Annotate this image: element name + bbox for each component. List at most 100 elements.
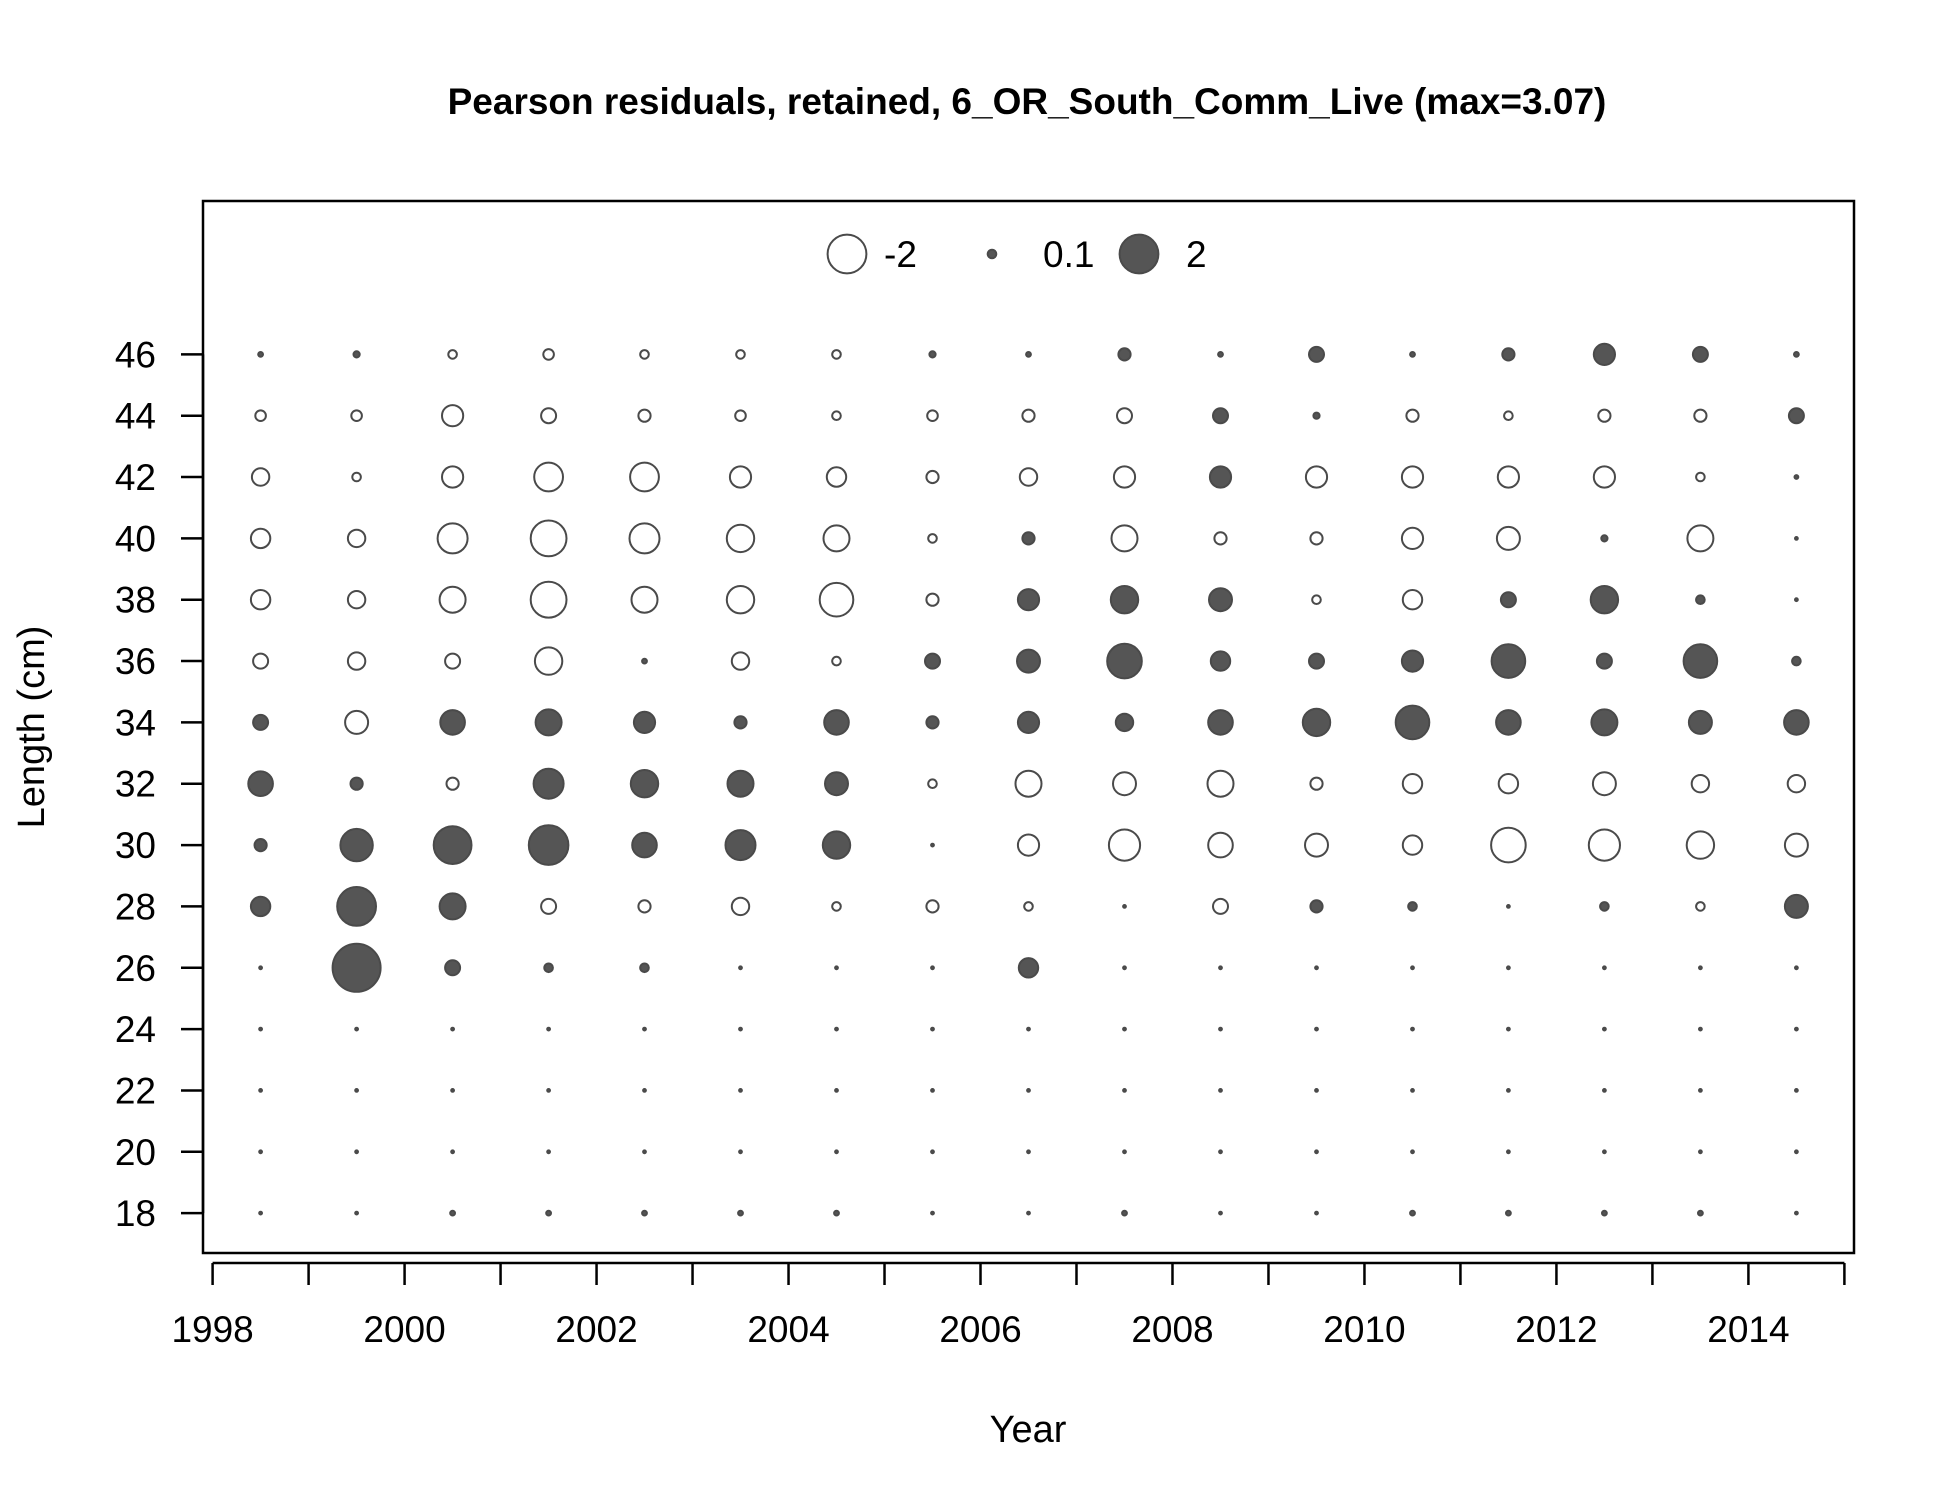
legend-bubble	[1118, 233, 1160, 275]
residual-bubble	[1021, 408, 1036, 423]
residual-bubble	[1026, 1210, 1031, 1216]
residual-bubble	[1400, 465, 1425, 489]
residual-bubble	[1122, 965, 1127, 971]
residual-bubble	[1595, 652, 1613, 670]
legend-label: 0.1	[1043, 234, 1094, 275]
residual-bubble	[438, 585, 467, 614]
residual-bubble	[630, 585, 659, 614]
residual-bubble	[432, 825, 473, 865]
residual-bubble	[545, 1209, 552, 1217]
residual-bubble	[639, 349, 650, 360]
residual-bubble	[641, 1209, 648, 1217]
y-tick-label: 32	[115, 764, 156, 805]
residual-bubble	[1698, 1149, 1703, 1155]
residual-bubble	[1312, 411, 1321, 420]
residual-bubble	[441, 404, 465, 428]
residual-bubble	[1503, 410, 1514, 422]
residual-bubble	[258, 965, 264, 971]
residual-bubble	[543, 962, 554, 974]
residual-bubble	[1697, 1209, 1704, 1217]
residual-bubble	[1023, 901, 1034, 912]
residual-bubble	[924, 652, 941, 670]
residual-bubble	[1308, 345, 1325, 363]
residual-bubble	[1212, 407, 1229, 425]
residual-bubble	[642, 1088, 647, 1093]
residual-bubble	[1016, 710, 1041, 735]
residual-bubble	[354, 1210, 360, 1216]
y-axis: 18 20 22 24 26 28 30 32 34 36 38 40 42 44 46	[115, 334, 205, 1234]
residual-bubble	[1400, 526, 1425, 551]
residual-bubble	[930, 1210, 935, 1216]
residual-bubble	[822, 524, 851, 553]
residual-bubble	[926, 409, 939, 423]
residual-bubble	[726, 769, 755, 798]
residual-bubble	[250, 467, 271, 487]
residual-bubble	[1314, 1210, 1319, 1216]
residual-bubble	[1783, 832, 1809, 858]
residual-bubble	[1695, 471, 1706, 483]
y-tick-label: 28	[115, 886, 156, 927]
residual-bubble	[1496, 465, 1521, 489]
residual-bubble	[1026, 1088, 1031, 1093]
residual-bubble	[1401, 589, 1424, 611]
residual-bubble	[1409, 351, 1416, 358]
x-tick-label: 2012	[1515, 1309, 1597, 1350]
residual-bubble	[1025, 351, 1032, 358]
residual-bubble	[834, 965, 839, 971]
residual-bubble	[725, 585, 756, 615]
residual-bubble	[1687, 709, 1713, 735]
residual-bubble	[254, 409, 267, 423]
residual-bubble	[1106, 642, 1143, 680]
residual-bubble	[1212, 897, 1229, 915]
residual-bubble	[346, 651, 367, 671]
residual-bubble	[641, 657, 648, 665]
residual-bubble	[925, 715, 940, 730]
residual-bubble	[823, 709, 850, 736]
residual-bubble	[1016, 588, 1041, 612]
residual-bubble	[831, 410, 842, 422]
residual-bubble	[1490, 643, 1527, 679]
residual-bubble	[1410, 1026, 1415, 1032]
residual-bubble	[1122, 1149, 1127, 1155]
residual-bubble	[1591, 771, 1617, 797]
residual-bubble	[1602, 965, 1607, 971]
residual-bubble	[1407, 901, 1418, 912]
residual-bubble	[436, 522, 469, 555]
residual-bubble	[1786, 774, 1807, 794]
residual-bubble	[1793, 351, 1800, 358]
residual-bubble	[821, 830, 852, 860]
residual-bubble	[1309, 899, 1324, 914]
y-tick-label: 18	[115, 1193, 156, 1234]
residual-bubble	[344, 709, 370, 735]
residual-bubble	[1209, 650, 1232, 672]
residual-bubble	[540, 407, 558, 425]
residual-bubble	[1107, 828, 1142, 862]
x-tick-label: 2008	[1131, 1309, 1213, 1350]
x-axis-title: Year	[990, 1409, 1067, 1451]
residual-bubble	[1495, 709, 1522, 736]
residual-bubble	[252, 652, 270, 670]
residual-bubble	[1682, 643, 1719, 679]
residual-bubble	[1405, 408, 1420, 423]
residual-bubble	[350, 409, 363, 423]
residual-bubble	[1112, 465, 1137, 489]
residual-bubble	[444, 652, 462, 670]
residual-bubble	[735, 349, 746, 360]
residual-bubble	[1589, 585, 1620, 615]
residual-bubble	[1218, 1210, 1223, 1216]
residual-bubble	[1794, 1026, 1799, 1032]
x-tick-label: 1998	[171, 1309, 253, 1350]
residual-bubble	[1121, 1209, 1128, 1217]
residual-bubble	[1021, 531, 1036, 546]
residual-bubble	[1026, 1026, 1031, 1032]
y-tick-label: 42	[115, 457, 156, 498]
y-tick-label: 20	[115, 1132, 156, 1173]
residual-bubble	[1314, 1088, 1319, 1093]
residual-bubble	[1410, 965, 1415, 971]
residual-bubble	[1122, 904, 1127, 909]
residual-bubble	[354, 1026, 360, 1032]
residual-bubble	[1217, 351, 1224, 358]
x-axis: 1998 2000 2002 2004 2006 2008 2010 2012 2014	[171, 1261, 1846, 1350]
residual-bubble	[1410, 1088, 1415, 1093]
x-tick-label: 2004	[747, 1309, 829, 1350]
